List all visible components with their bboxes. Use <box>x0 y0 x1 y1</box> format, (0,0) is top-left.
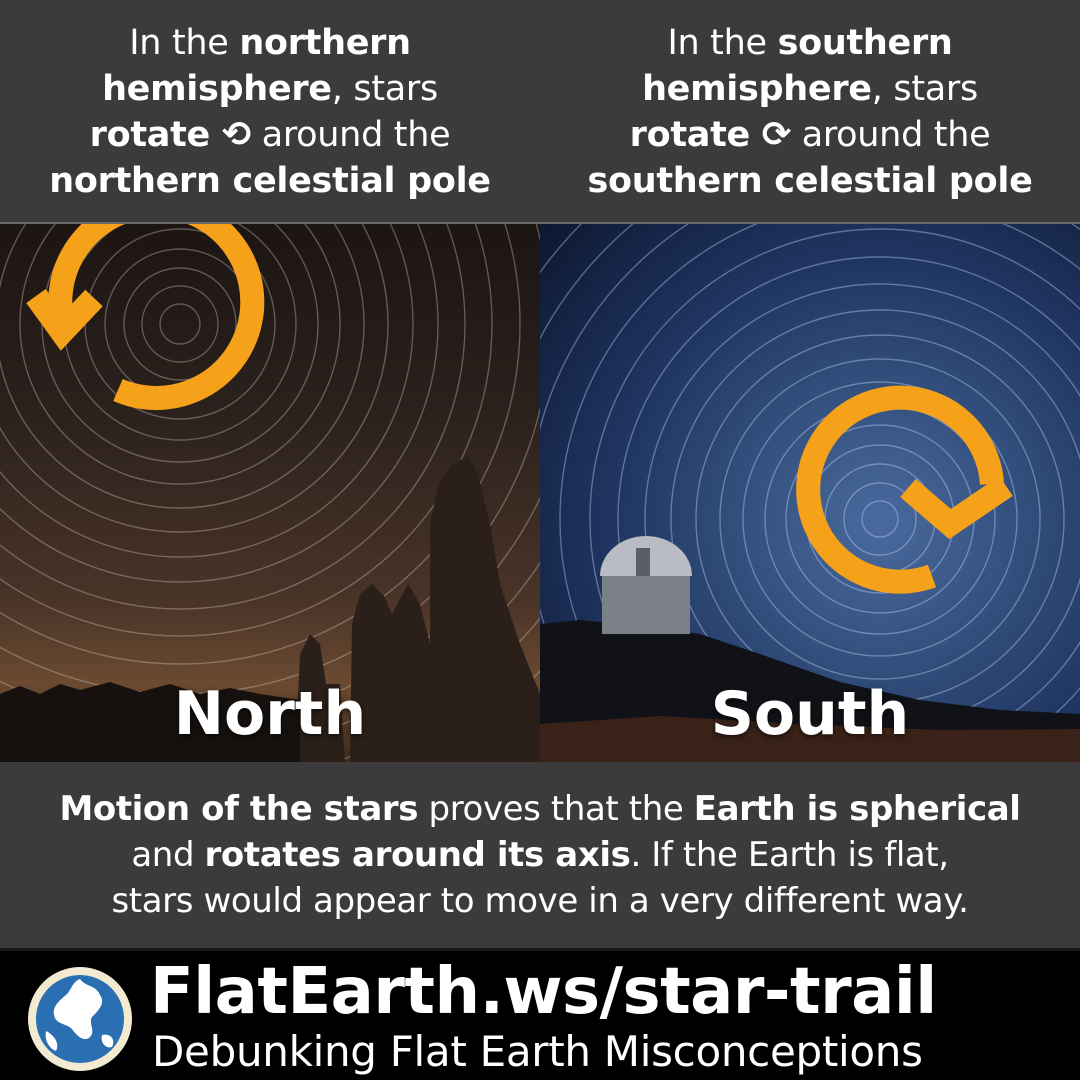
caption-text: , stars <box>331 69 438 109</box>
summary-bold: Earth is spherical <box>693 789 1021 829</box>
treeline-silhouette <box>0 682 300 764</box>
summary-bold: Motion of the stars <box>59 789 419 829</box>
north-label: North <box>173 679 367 749</box>
south-star-trail-photo: South <box>540 224 1080 764</box>
caption-text: , stars <box>871 69 978 109</box>
observatory-dome <box>600 536 692 634</box>
south-star-trails <box>540 224 1080 764</box>
south-scene <box>540 224 1080 764</box>
caption-bold: hemisphere <box>102 69 332 109</box>
clockwise-arrow-icon <box>796 385 1013 594</box>
counterclockwise-arrow-icon <box>26 224 265 410</box>
summary-plain: stars would appear to move in a very dif… <box>111 881 969 921</box>
caption-bold: southern <box>777 23 953 63</box>
caption-bold: rotate ⟳ <box>629 115 792 155</box>
caption-bold: northern celestial pole <box>49 161 491 201</box>
caption-bold: northern <box>239 23 411 63</box>
globe-icon <box>28 967 132 1071</box>
photo-comparison: North <box>0 222 1080 764</box>
north-caption: In the northern hemisphere, stars rotate… <box>0 20 540 204</box>
caption-text: In the <box>667 23 778 63</box>
north-star-trail-photo: North <box>0 224 540 764</box>
summary-panel: Motion of the stars proves that the Eart… <box>0 762 1080 951</box>
caption-text: around the <box>790 115 991 155</box>
north-scene <box>0 224 540 764</box>
caption-bold: southern celestial pole <box>587 161 1033 201</box>
site-tagline: Debunking Flat Earth Misconceptions <box>152 1027 923 1076</box>
site-url-link[interactable]: FlatEarth.ws/star-trail <box>150 955 937 1029</box>
summary-plain: proves that the <box>418 789 694 829</box>
caption-bold: hemisphere <box>642 69 872 109</box>
header: In the northern hemisphere, stars rotate… <box>0 0 1080 222</box>
footer: FlatEarth.ws/star-trail Debunking Flat E… <box>0 951 1080 1080</box>
caption-text: In the <box>129 23 240 63</box>
summary-bold: rotates around its axis <box>204 835 631 875</box>
south-caption: In the southern hemisphere, stars rotate… <box>540 20 1080 204</box>
caption-text: around the <box>250 115 451 155</box>
summary-plain: . If the Earth is flat, <box>630 835 949 875</box>
summary-plain: and <box>131 835 205 875</box>
hill-silhouette <box>540 620 1080 764</box>
caption-bold: rotate ⟲ <box>89 115 252 155</box>
ruins-silhouette <box>295 456 540 764</box>
summary-text: Motion of the stars proves that the Eart… <box>20 786 1060 924</box>
south-label: South <box>710 679 910 749</box>
